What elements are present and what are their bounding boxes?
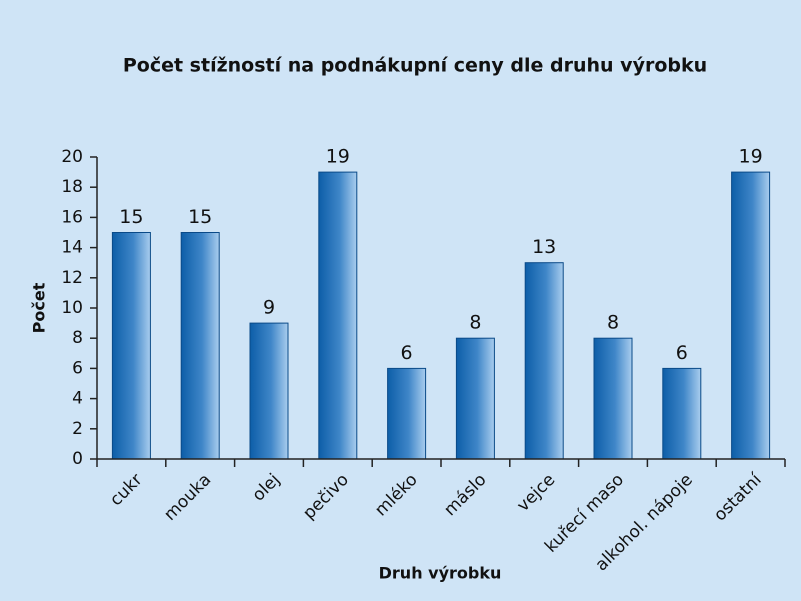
y-axis-title: Počet: [30, 282, 49, 333]
value-label: 8: [607, 312, 619, 334]
y-tick-label: 20: [61, 147, 83, 167]
value-label: 8: [469, 312, 481, 334]
value-label: 6: [401, 342, 413, 364]
bar: [455, 337, 495, 460]
bar: [111, 232, 151, 460]
bar: [524, 262, 564, 460]
y-tick-label: 2: [72, 419, 83, 439]
chart-title: Počet stížností na podnákupní ceny dle d…: [123, 55, 707, 77]
y-tick-label: 10: [61, 298, 83, 318]
bar: [387, 367, 427, 460]
y-tick-label: 4: [72, 389, 83, 409]
bar: [731, 171, 771, 460]
value-label: 9: [263, 297, 275, 319]
y-tick-label: 16: [61, 207, 83, 227]
x-axis-title: Druh výrobku: [379, 564, 502, 583]
y-tick-label: 18: [61, 177, 83, 197]
value-label: 15: [119, 206, 143, 228]
value-label: 19: [739, 146, 763, 168]
value-label: 15: [188, 206, 212, 228]
bar: [318, 171, 358, 460]
value-label: 13: [532, 236, 556, 258]
y-tick-label: 6: [72, 358, 83, 378]
y-tick-label: 0: [72, 449, 83, 469]
bar: [249, 322, 289, 460]
bar: [180, 232, 220, 460]
bar: [593, 337, 633, 460]
value-label: 19: [326, 146, 350, 168]
y-tick-label: 12: [61, 268, 83, 288]
y-tick-label: 14: [61, 238, 83, 258]
value-label: 6: [676, 342, 688, 364]
y-tick-label: 8: [72, 328, 83, 348]
bar: [662, 367, 702, 460]
